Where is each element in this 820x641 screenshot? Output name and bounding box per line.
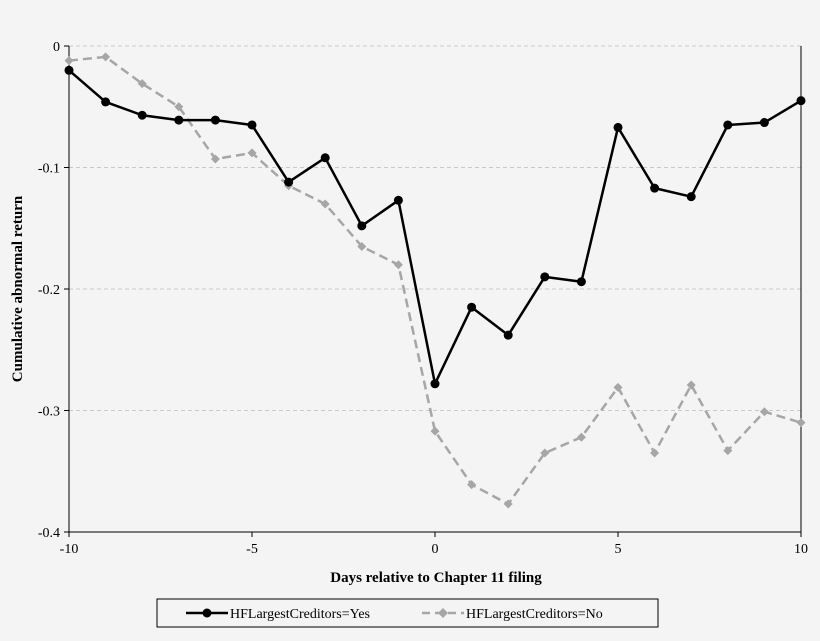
data-point-no [723,446,733,456]
x-axis-title: Days relative to Chapter 11 filing [330,570,542,586]
data-point-no [759,407,769,417]
data-point-yes [101,97,111,107]
legend-marker-no [438,608,448,618]
data-point-yes [64,65,74,75]
legend: HFLargestCreditors=Yes HFLargestCreditor… [156,598,659,628]
x-tick-label: -5 [246,542,258,557]
data-point-no [393,260,403,270]
data-point-yes [247,120,257,130]
series-layer [64,52,806,509]
legend-marker-yes [202,608,212,618]
data-point-yes [503,330,513,340]
data-point-no [613,382,623,392]
data-point-no [64,56,74,66]
data-point-no [430,426,440,436]
data-point-yes [210,115,220,125]
data-point-no [503,499,513,509]
data-point-yes [393,195,403,205]
data-point-no [174,102,184,112]
data-point-no [210,154,220,164]
legend-item-yes: HFLargestCreditors=Yes [186,607,370,622]
x-tick-label: 5 [615,542,622,557]
x-tick-label: 10 [794,542,808,557]
data-point-yes [796,96,806,106]
y-axis-title: Cumulative abnormal return [10,195,26,382]
data-point-no [320,199,330,209]
data-point-yes [320,153,330,163]
data-point-yes [357,221,367,231]
y-tick-labels: 0 -0.1 -0.2 -0.3 -0.4 [38,40,60,541]
data-point-yes [613,122,623,132]
data-point-no [796,418,806,428]
y-tick-label: -0.2 [38,283,60,298]
data-point-no [357,241,367,251]
data-point-no [540,448,550,458]
data-point-no [101,52,111,62]
x-tick-label: -10 [60,542,79,557]
legend-label-yes: HFLargestCreditors=Yes [230,607,370,622]
axes [64,45,802,537]
data-point-yes [430,379,440,389]
legend-label-no: HFLargestCreditors=No [466,607,603,622]
legend-box [156,598,659,628]
data-point-yes [759,118,769,128]
data-point-yes [137,110,147,120]
data-point-yes [284,177,294,187]
data-point-yes [174,115,184,125]
data-point-no [137,79,147,89]
y-tick-label: -0.3 [38,405,60,420]
y-tick-label: 0 [53,40,60,55]
data-point-yes [686,192,696,202]
series-line-no [68,55,802,506]
data-point-yes [723,120,733,130]
data-point-yes [650,183,660,193]
data-point-yes [576,277,586,287]
data-point-no [467,480,477,490]
gridlines [69,45,801,411]
y-tick-label: -0.4 [38,526,60,541]
legend-item-no: HFLargestCreditors=No [422,607,603,622]
data-point-no [686,380,696,390]
data-point-no [650,448,660,458]
data-point-yes [467,302,477,312]
data-point-no [247,148,257,158]
x-tick-labels: -10 -5 0 5 10 [60,542,808,557]
data-point-yes [540,272,550,282]
x-tick-label: 0 [432,542,439,557]
data-point-no [576,432,586,442]
y-tick-label: -0.1 [38,162,60,177]
